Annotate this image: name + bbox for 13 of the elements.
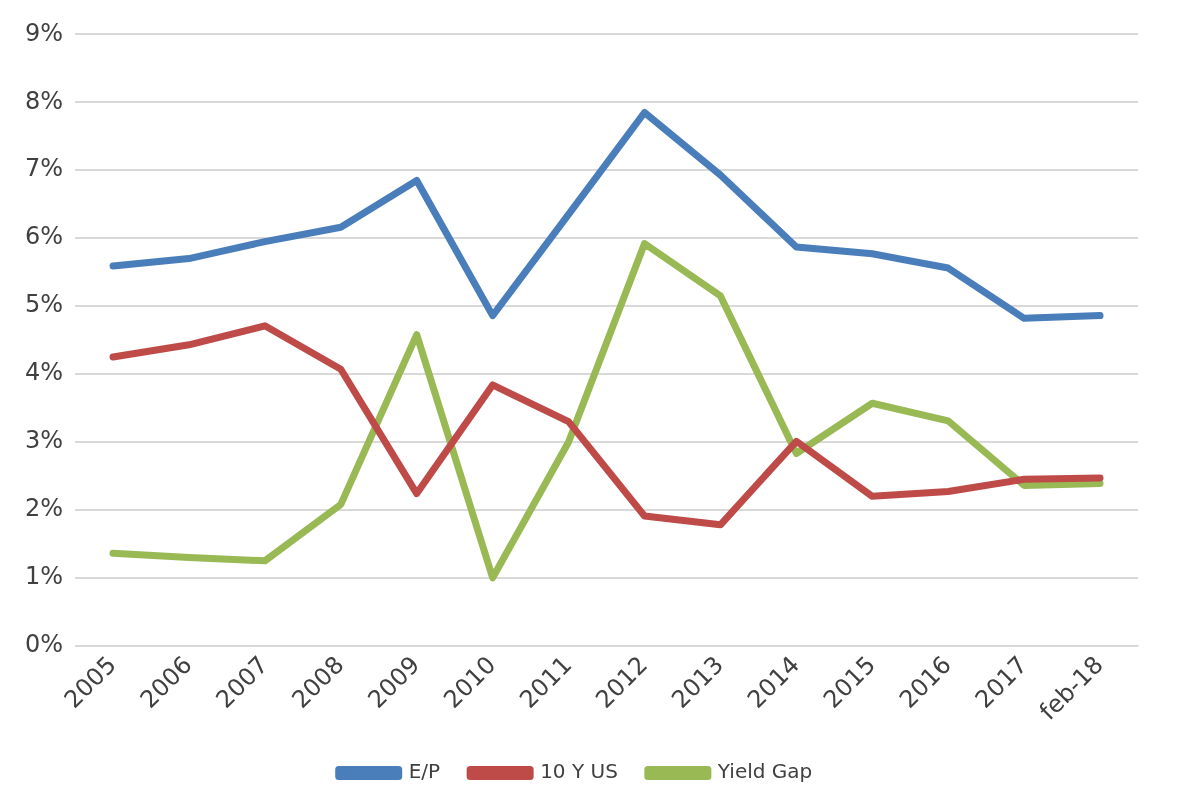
- legend-label: Yield Gap: [716, 759, 813, 784]
- y-tick-label: 3%: [25, 426, 64, 455]
- y-tick-label: 4%: [25, 358, 64, 387]
- y-tick-label: 8%: [25, 86, 64, 115]
- y-tick-label: 0%: [25, 629, 64, 658]
- y-tick-label: 7%: [25, 154, 64, 183]
- y-tick-label: 2%: [25, 494, 64, 523]
- y-tick-label: 1%: [25, 562, 64, 591]
- y-tick-label: 6%: [25, 222, 64, 251]
- legend-label: E/P: [408, 759, 441, 784]
- legend-label: 10 Y US: [540, 759, 618, 784]
- y-tick-label: 9%: [25, 18, 64, 47]
- y-tick-label: 5%: [25, 290, 64, 319]
